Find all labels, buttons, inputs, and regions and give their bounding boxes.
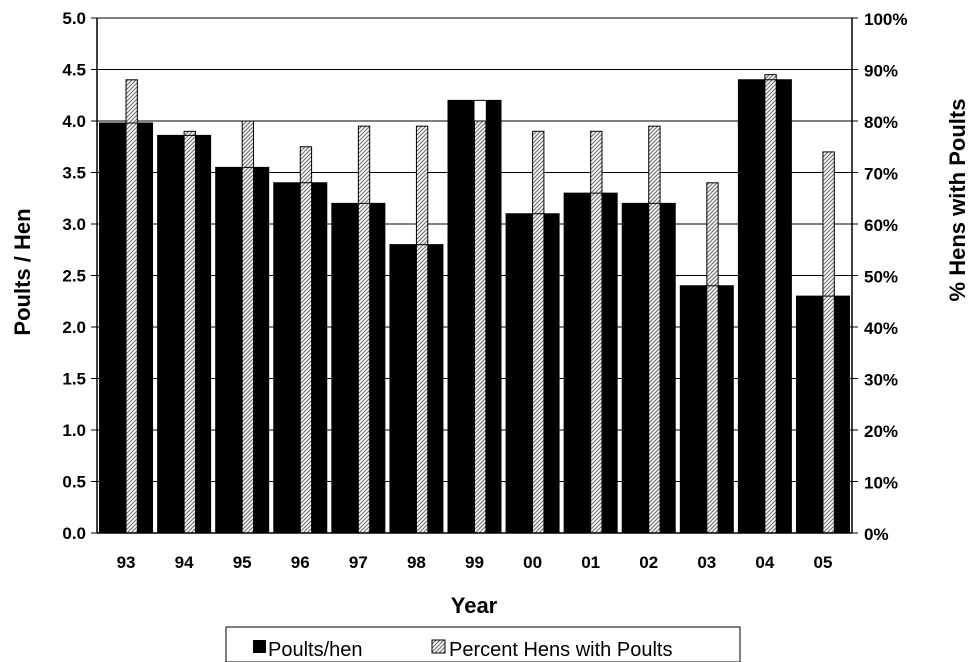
bar-poults-per-hen-right-half — [195, 135, 212, 534]
bar-poults-per-hen — [563, 193, 591, 533]
bar-poults-per-hen-right-half — [369, 203, 386, 533]
bar-poults-per-hen-right-half — [776, 79, 792, 534]
bar-poults-per-hen — [331, 203, 359, 533]
bar-percent-hens-with-poults — [357, 125, 371, 534]
bar-poults-per-hen-right-half — [660, 203, 676, 533]
x-tick-label: 96 — [291, 553, 310, 572]
bar-poults-per-hen — [447, 100, 475, 534]
axes — [91, 17, 858, 534]
bar-poults-per-hen-right-half — [427, 244, 444, 533]
y2-axis-title: % Hens with Poults — [945, 99, 970, 302]
y2-tick-label: 60% — [864, 216, 898, 235]
y-tick-label: 3.5 — [62, 164, 86, 183]
bar-poults-per-hen-right-half — [834, 296, 850, 533]
bar-poults-per-hen-right-half — [718, 285, 734, 533]
x-tick-label: 00 — [523, 553, 542, 572]
bar-percent-hens-with-poults — [241, 120, 255, 534]
y2-tick-label: 90% — [864, 62, 898, 81]
bar-percent-hens-with-poults — [415, 125, 429, 534]
y-tick-label: 4.5 — [62, 61, 86, 80]
bar-poults-per-hen — [157, 135, 185, 534]
x-tick-label: 01 — [581, 553, 600, 572]
bar-percent-hens-with-poults — [474, 120, 487, 534]
bar-poults-per-hen-right-half — [601, 193, 618, 533]
bar-poults-per-hen-right-half — [485, 100, 502, 534]
bars — [99, 74, 850, 534]
bar-poults-per-hen — [737, 79, 765, 534]
bar-percent-hens-with-poults — [706, 182, 719, 534]
y-tick-label: 2.0 — [62, 318, 86, 337]
x-tick-label: 94 — [175, 553, 194, 572]
y-tick-label: 2.5 — [62, 267, 86, 286]
bar-poults-per-hen-right-half — [137, 123, 154, 533]
y-axis-title: Poults / Hen — [10, 208, 35, 335]
bar-poults-per-hen-right-half — [253, 167, 270, 533]
y2-tick-label: 10% — [864, 474, 898, 493]
bar-percent-hens-with-poults — [125, 79, 138, 534]
legend-swatch-percent-hens — [431, 639, 446, 654]
y-tick-label: 1.0 — [62, 421, 86, 440]
y-tick-label: 0.5 — [62, 473, 86, 492]
bar-poults-per-hen — [215, 167, 243, 533]
legend: Poults/hen Percent Hens with Poults — [225, 626, 741, 662]
x-tick-label: 93 — [117, 553, 136, 572]
bar-percent-hens-with-poults — [822, 151, 835, 534]
bar-poults-per-hen — [99, 123, 127, 533]
bar-poults-per-hen — [621, 203, 649, 533]
x-axis-title: Year — [451, 593, 498, 618]
bar-percent-hens-with-poults — [648, 125, 661, 534]
y2-tick-label: 100% — [864, 10, 907, 29]
x-tick-label: 02 — [639, 553, 658, 572]
bar-percent-hens-with-poults — [183, 130, 196, 534]
y-tick-label: 3.0 — [62, 215, 86, 234]
y2-tick-label: 20% — [864, 422, 898, 441]
bar-poults-per-hen — [273, 182, 301, 534]
x-tick-label: 98 — [407, 553, 426, 572]
x-tick-label: 03 — [697, 553, 716, 572]
tick-labels: 0.0 0.5 1.0 1.5 2.0 2.5 3.0 3.5 4.0 4.5 5.0 0% 10% 20… — [62, 9, 907, 572]
bar-poults-per-hen — [505, 213, 533, 533]
bar-percent-hens-with-poults — [299, 146, 313, 534]
y-tick-label: 4.0 — [62, 112, 86, 131]
bar-poults-per-hen-right-half — [543, 213, 560, 533]
x-tick-label: 95 — [233, 553, 252, 572]
bar-percent-hens-with-poults — [532, 130, 545, 534]
x-tick-label: 05 — [814, 553, 833, 572]
y2-tick-label: 50% — [864, 268, 898, 287]
y-tick-label: 1.5 — [62, 370, 86, 389]
bar-poults-per-hen-right-half — [311, 182, 328, 534]
bar-percent-hens-with-poults — [764, 74, 777, 534]
y2-tick-label: 70% — [864, 165, 898, 184]
x-tick-label: 04 — [755, 553, 774, 572]
y2-tick-label: 30% — [864, 371, 898, 390]
y2-tick-label: 0% — [864, 525, 889, 544]
y-tick-label: 0.0 — [62, 524, 86, 543]
bar-poults-per-hen — [389, 244, 417, 533]
legend-label-percent-hens: Percent Hens with Poults — [449, 639, 672, 661]
bar-poults-per-hen — [679, 285, 707, 533]
y-tick-label: 5.0 — [62, 9, 86, 28]
legend-box — [225, 626, 741, 662]
legend-label-poults-per-hen: Poults/hen — [268, 639, 363, 661]
bar-poults-per-hen — [795, 296, 823, 533]
y2-tick-label: 80% — [864, 113, 898, 132]
y2-tick-label: 40% — [864, 319, 898, 338]
x-tick-label: 97 — [349, 553, 368, 572]
bar-percent-hens-with-poults — [590, 130, 603, 534]
legend-swatch-poults-per-hen — [253, 640, 266, 653]
x-tick-label: 99 — [465, 553, 484, 572]
